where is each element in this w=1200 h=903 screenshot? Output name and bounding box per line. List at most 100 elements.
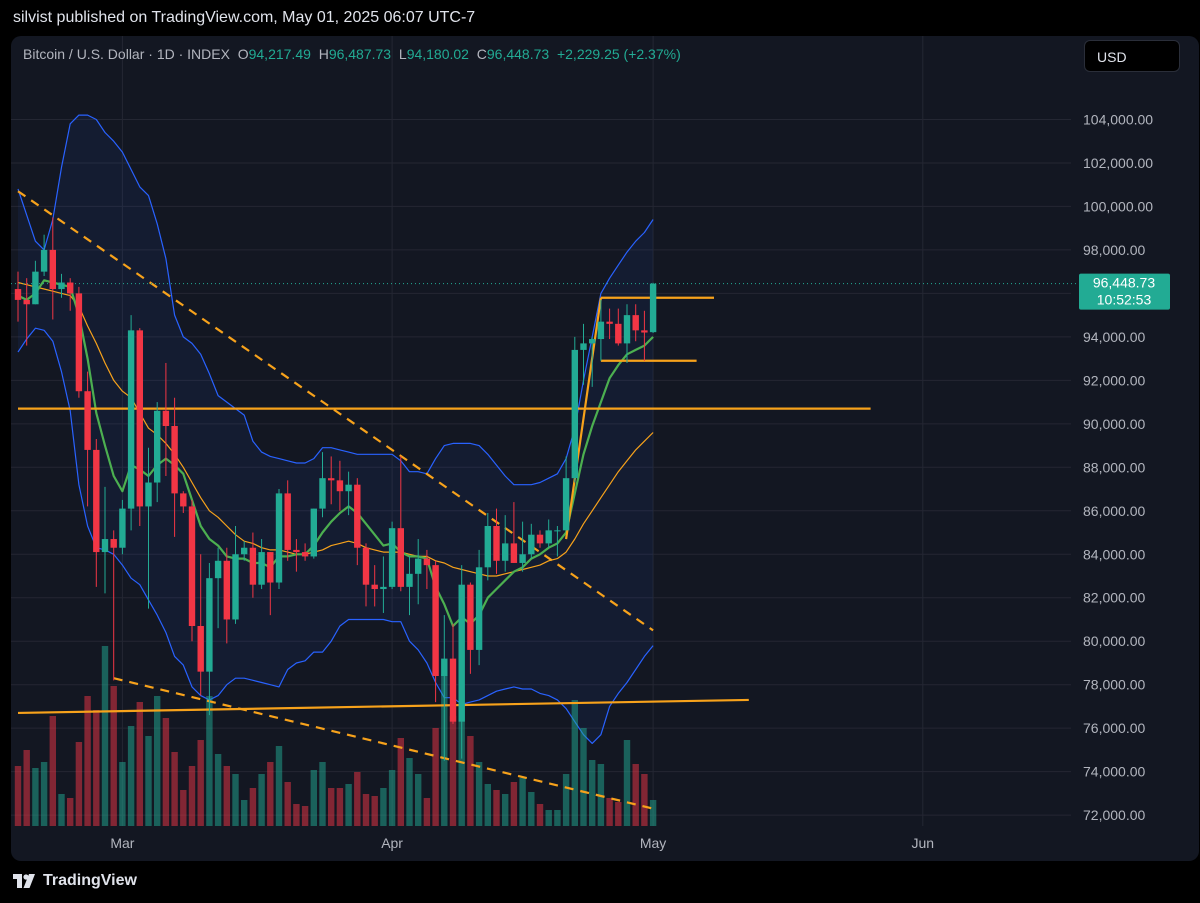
publish-header: silvist published on TradingView.com, Ma… [0,0,1200,36]
candle-body [545,530,552,544]
candle [49,217,56,320]
high-label: H [318,46,329,62]
ma-fast-line [17,279,654,628]
volume-bar [615,802,622,826]
candle [23,278,30,346]
candle [275,489,283,590]
candle [502,515,509,572]
volume-bar [467,736,474,826]
candle-body [275,493,283,583]
candle [371,565,378,607]
volume-bar [319,762,326,826]
candle-body [214,560,222,579]
volume-bar [258,774,265,826]
trendline-descending-resistance [17,190,654,632]
y-tick-label: 72,000.00 [1083,807,1145,823]
last-price-value: 96,448.73 [1093,275,1155,291]
candle [475,549,483,666]
y-tick-label: 78,000.00 [1083,677,1145,693]
candle [649,282,657,333]
y-tick-label: 82,000.00 [1083,590,1145,606]
volume-bar [623,740,631,826]
candle-body [101,539,109,553]
ma-slow-line [17,281,654,577]
tradingview-logo[interactable]: TradingView [13,872,137,890]
trendline-descending-lower-line [113,677,654,810]
candle [397,456,404,592]
candle-body [467,584,474,650]
volume-bar [119,762,126,826]
candle [623,304,631,363]
candle [458,565,465,759]
candle-body [641,330,648,333]
volume-bar [484,784,491,826]
candle-body [519,554,526,563]
candle [528,523,535,559]
y-tick-label: 98,000.00 [1083,242,1145,258]
volume-bar [23,750,30,826]
candle-body [623,315,631,344]
volume-bar [301,806,309,826]
candle-body [554,530,561,532]
candle-body [432,565,439,676]
candle [206,562,213,716]
candle-body [362,547,370,585]
candle-body [171,426,178,494]
volume-bar [536,804,544,826]
candle-body [110,539,117,548]
candle-body [180,493,187,507]
candle-body [301,552,309,557]
candle-body [136,330,143,507]
candle-body [32,271,39,305]
y-tick-label: 86,000.00 [1083,503,1145,519]
candle [58,273,65,298]
volume-bar [519,778,526,826]
candle [380,556,387,613]
candle [554,526,561,557]
candle [510,502,518,563]
candle-body [571,349,578,479]
volume-bar [562,774,570,826]
candle-body [119,508,126,548]
publish-info: silvist published on TradingView.com, Ma… [13,9,476,26]
candle-body [328,478,335,481]
volume-bar [93,710,100,826]
volume-bar [284,782,291,826]
volume-bar [110,686,117,826]
candle [162,362,170,476]
candle [14,271,22,322]
candle [301,543,309,561]
trendline-breakout-line [565,297,602,540]
candle-body [127,330,135,509]
y-tick-label: 80,000.00 [1083,633,1145,649]
candle-body [23,299,30,305]
y-tick-label: 84,000.00 [1083,546,1145,562]
volume-bar [75,742,83,826]
y-tick-label: 90,000.00 [1083,416,1145,432]
bollinger-upper-line [17,114,654,486]
price-chart[interactable]: 72,000.00 74,000.00 76,000.00 78,000.00 80,0… [11,36,1199,861]
chart-panel[interactable]: 72,000.00 74,000.00 76,000.00 78,000.00 80,0… [11,36,1199,861]
volume-bar [475,762,483,826]
volume-bar [345,784,352,826]
volume-bar [493,790,500,826]
volume-bar [293,804,300,826]
candle [293,539,300,572]
open-label: O [237,46,249,62]
volume-bar [362,794,370,826]
candle [571,336,578,483]
candle-body [406,573,413,587]
volume-bar [154,696,161,826]
volume-bar [571,700,578,826]
y-tick-label: 100,000.00 [1083,198,1153,214]
currency-button[interactable]: USD [1084,40,1180,72]
volume-bar [136,702,143,826]
y-tick-label: 94,000.00 [1083,329,1145,345]
candle-body [380,586,387,590]
candle [40,234,48,276]
y-tick-label: 104,000.00 [1083,111,1153,127]
candle-body [197,626,204,672]
symbol-label: Bitcoin / U.S. Dollar · 1D · INDEX [23,46,230,62]
candle-body [415,558,422,574]
y-tick-label: 102,000.00 [1083,155,1153,171]
